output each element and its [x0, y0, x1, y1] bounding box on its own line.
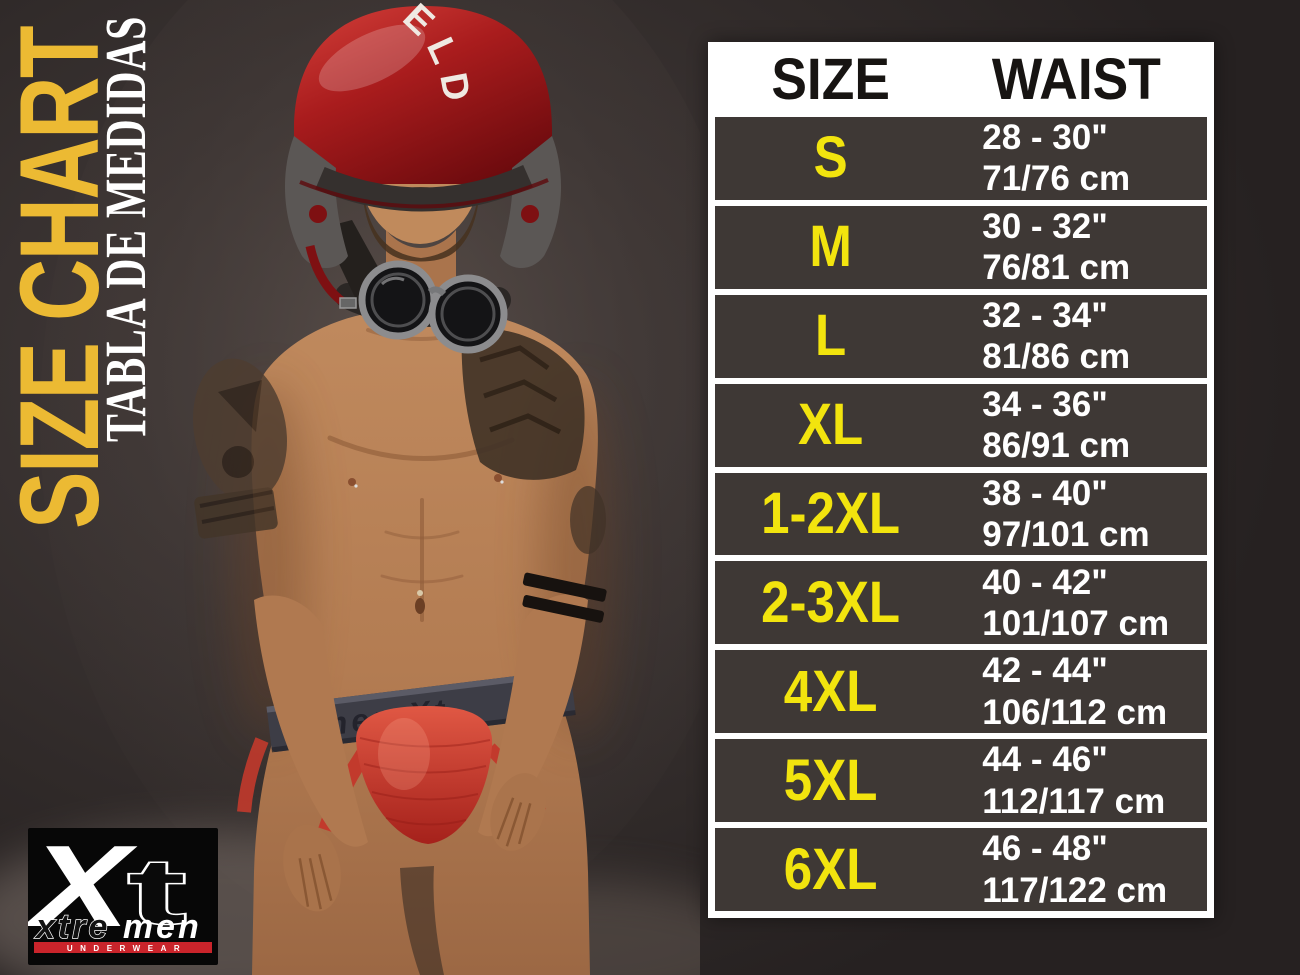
- hands: [283, 773, 546, 912]
- hip-strap-left: [237, 737, 269, 813]
- size-cell: 2-3XL: [761, 569, 901, 635]
- waist-cell: 30 - 32" 76/81 cm: [946, 206, 1207, 289]
- waist-cell: 42 - 44" 106/112 cm: [946, 650, 1207, 733]
- waist-inches: 38 - 40": [982, 473, 1108, 513]
- forearm-tattoo: [570, 486, 606, 554]
- waist-cell: 32 - 34" 81/86 cm: [946, 295, 1207, 378]
- underwear-pouch: [356, 706, 493, 844]
- waist-cell: 46 - 48" 117/122 cm: [946, 828, 1207, 911]
- waist-cm: 86/91 cm: [982, 426, 1131, 466]
- nipple-right: [494, 474, 502, 482]
- waist-inches: 44 - 46": [982, 740, 1108, 780]
- page-subtitle: TABLA DE MEDIDAS: [93, 15, 158, 442]
- chest-tattoo-tribal: [461, 328, 585, 480]
- waist-inches: 46 - 48": [982, 829, 1108, 869]
- logo-underwear-label: UNDERWEAR: [67, 944, 187, 953]
- underwear: emen Xt: [237, 669, 576, 844]
- size-cell: 5XL: [783, 747, 878, 813]
- waist-cm: 71/76 cm: [982, 159, 1131, 199]
- size-table: SIZE WAIST S 28 - 30" 71/76 cm M 30 - 32…: [708, 42, 1214, 918]
- waist-inches: 34 - 36": [982, 384, 1108, 424]
- waist-inches: 42 - 44": [982, 651, 1108, 691]
- strap-buckle: [339, 297, 357, 309]
- size-row-l: L 32 - 34" 81/86 cm: [715, 294, 1207, 378]
- nipple-left: [348, 478, 356, 486]
- helmet: ELD: [284, 0, 562, 309]
- helmet-ear-flap-left: [284, 136, 348, 269]
- waist-cell: 38 - 40" 97/101 cm: [946, 473, 1207, 556]
- size-cell: 4XL: [783, 658, 878, 724]
- logo-underwear-bar: [34, 942, 212, 953]
- size-cell: M: [809, 214, 852, 280]
- size-cell: S: [813, 125, 848, 191]
- size-cell: XL: [797, 392, 864, 458]
- logo-x-letter: X: [28, 828, 139, 951]
- waist-cell: 28 - 30" 71/76 cm: [946, 117, 1207, 200]
- logo-wordmark-men: men: [123, 908, 202, 946]
- size-cell: 1-2XL: [761, 481, 901, 546]
- arm-tattoo-wolf: [193, 358, 287, 539]
- navel: [415, 598, 425, 614]
- waist-cm: 106/112 cm: [982, 692, 1168, 732]
- column-header-waist: WAIST: [992, 47, 1162, 112]
- size-row-2-3xl: 2-3XL 40 - 42" 101/107 cm: [715, 561, 1207, 645]
- waist-cm: 112/117 cm: [982, 781, 1166, 821]
- size-row-m: M 30 - 32" 76/81 cm: [715, 205, 1207, 289]
- size-table-header: SIZE WAIST: [715, 49, 1207, 111]
- size-row-1-2xl: 1-2XL 38 - 40" 97/101 cm: [715, 472, 1207, 556]
- waist-cm: 81/86 cm: [982, 337, 1131, 377]
- size-cell: L: [815, 303, 847, 369]
- waist-cm: 101/107 cm: [982, 603, 1170, 643]
- size-row-5xl: 5XL 44 - 46" 112/117 cm: [715, 739, 1207, 823]
- waist-cell: 40 - 42" 101/107 cm: [946, 562, 1207, 645]
- size-row-4xl: 4XL 42 - 44" 106/112 cm: [715, 650, 1207, 734]
- xtremen-logo: X t xtre men UNDERWEAR: [28, 828, 218, 965]
- size-cell: 6XL: [783, 836, 878, 902]
- waist-inches: 28 - 30": [982, 118, 1108, 158]
- waist-inches: 40 - 42": [982, 562, 1108, 602]
- waist-cm: 76/81 cm: [982, 248, 1131, 288]
- column-header-size: SIZE: [771, 47, 890, 112]
- armband-tattoo: [522, 572, 607, 623]
- waist-inches: 32 - 34": [982, 295, 1108, 335]
- waist-cm: 97/101 cm: [982, 515, 1150, 554]
- size-row-xl: XL 34 - 36" 86/91 cm: [715, 383, 1207, 467]
- size-row-s: S 28 - 30" 71/76 cm: [715, 117, 1207, 200]
- logo-t-letter: t: [128, 841, 186, 943]
- waist-inches: 30 - 32": [982, 207, 1108, 247]
- forearms: [254, 572, 607, 847]
- navel-piercing: [417, 590, 423, 596]
- waist-cell: 34 - 36" 86/91 cm: [946, 384, 1207, 467]
- waist-cm: 117/122 cm: [982, 870, 1168, 910]
- model-photo-illustration: emen Xt: [0, 0, 700, 975]
- logo-wordmark-xtre: xtre: [34, 908, 110, 946]
- size-row-6xl: 6XL 46 - 48" 117/122 cm: [715, 828, 1207, 912]
- helmet-visor-mesh: [315, 165, 533, 212]
- waist-cell: 44 - 46" 112/117 cm: [946, 739, 1207, 822]
- logo-wordmark: xtre men: [34, 908, 202, 946]
